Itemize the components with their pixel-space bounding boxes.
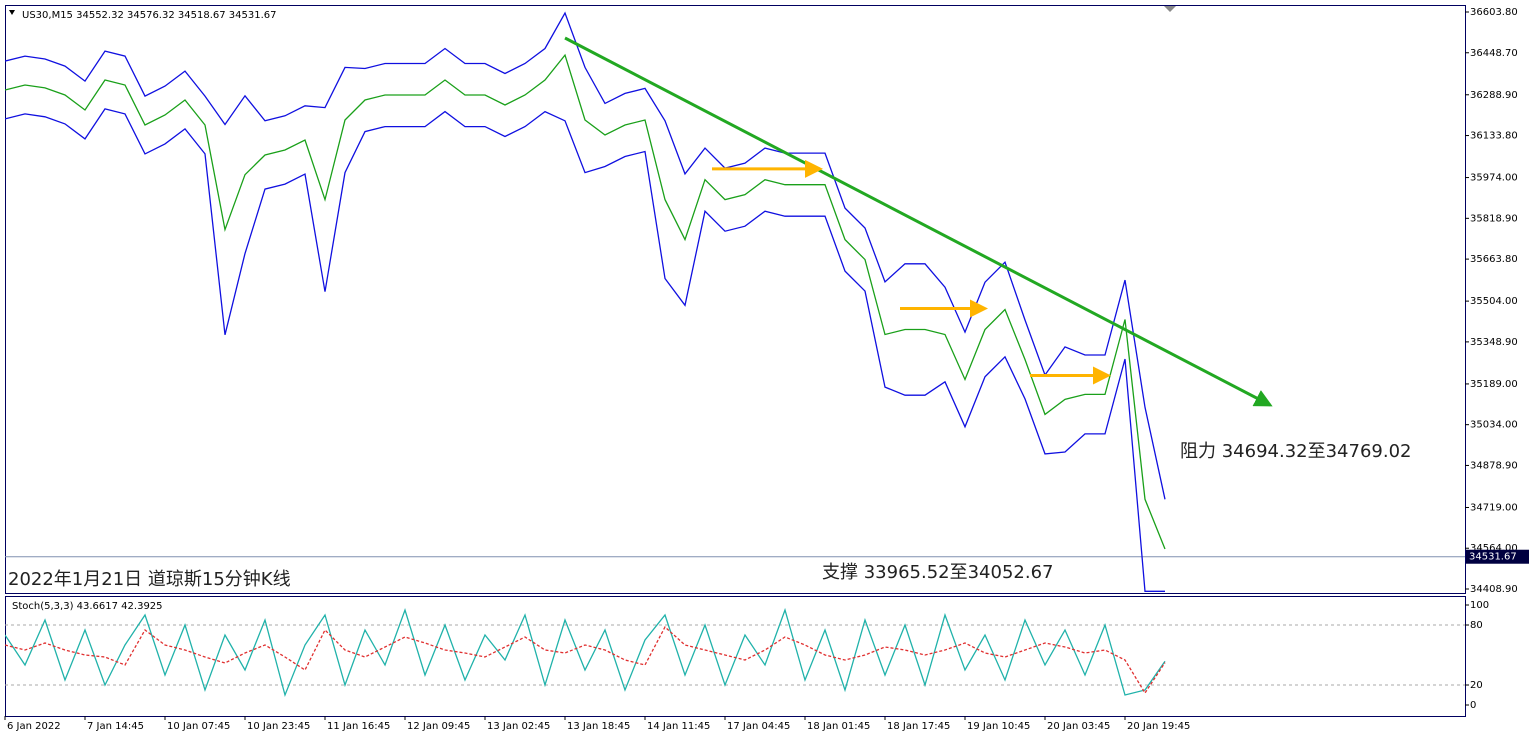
- y-tick-label: 100: [1470, 600, 1489, 611]
- x-tick-label: 7 Jan 14:45: [87, 721, 144, 732]
- y-tick-label: 36133.80: [1470, 131, 1518, 142]
- x-tick-label: 20 Jan 03:45: [1047, 721, 1110, 732]
- y-tick-label: 35189.00: [1470, 379, 1518, 390]
- last-price-label: 34531.67: [1469, 552, 1517, 563]
- last-price-box: [1466, 549, 1529, 564]
- x-tick-label: 18 Jan 17:45: [887, 721, 950, 732]
- x-tick-label: 14 Jan 11:45: [647, 721, 710, 732]
- y-tick-label: 34878.90: [1470, 460, 1518, 471]
- x-tick-label: 13 Jan 18:45: [567, 721, 630, 732]
- series-line: [5, 53, 1166, 550]
- x-tick-label: 12 Jan 09:45: [407, 721, 470, 732]
- series-line: [5, 108, 1165, 592]
- x-tick-label: 13 Jan 02:45: [487, 721, 550, 732]
- x-tick-label: 10 Jan 07:45: [167, 721, 230, 732]
- annotation: 2022年1月21日 道琼斯15分钟K线: [8, 569, 291, 590]
- annotation: 支撑 33965.52至34052.67: [822, 562, 1054, 583]
- header-marker: [9, 10, 15, 15]
- axes: 36603.80 36448.70 36288.90 36133.80 35974.00…: [4, 7, 1529, 732]
- x-tick-label: 10 Jan 23:45: [247, 721, 310, 732]
- x-tick-label: 20 Jan 19:45: [1127, 721, 1190, 732]
- stoch-header: Stoch(5,3,3) 43.6617 42.3925: [12, 601, 163, 612]
- y-tick-label: 35818.90: [1470, 213, 1518, 224]
- trendline: [564, 36, 1273, 407]
- annotation: 阻力 34694.32至34769.02: [1180, 441, 1412, 462]
- y-tick-label: 35504.00: [1470, 296, 1518, 307]
- x-tick-label: 17 Jan 04:45: [727, 721, 790, 732]
- y-tick-label: 80: [1470, 620, 1483, 631]
- x-tick-label: 11 Jan 16:45: [327, 721, 390, 732]
- y-tick-label: 35974.00: [1470, 173, 1518, 184]
- y-tick-label: 0: [1470, 700, 1476, 711]
- chart-header: US30,M15 34552.32 34576.32 34518.67 3453…: [22, 10, 277, 21]
- x-tick-label: 18 Jan 01:45: [807, 721, 870, 732]
- series-line: [5, 607, 1166, 698]
- series-line: [5, 625, 1166, 695]
- y-tick-label: 35663.80: [1470, 254, 1518, 265]
- y-tick-label: 20: [1470, 680, 1483, 691]
- x-tick-label: 6 Jan 2022: [7, 721, 61, 732]
- y-tick-label: 35034.00: [1470, 420, 1518, 431]
- y-tick-label: 36448.70: [1470, 48, 1518, 59]
- y-tick-label: 35348.90: [1470, 337, 1518, 348]
- y-tick-label: 36603.80: [1470, 7, 1518, 18]
- y-tick-label: 34564.00: [1470, 543, 1518, 554]
- y-tick-label: 34408.90: [1470, 584, 1518, 595]
- x-tick-label: 19 Jan 10:45: [967, 721, 1030, 732]
- price-panel: [5, 5, 1466, 594]
- stoch-panel: [5, 596, 1466, 717]
- shift-marker: [1164, 6, 1176, 12]
- stoch-plot: [5, 607, 1465, 698]
- y-tick-label: 34719.00: [1470, 502, 1518, 513]
- y-tick-label: 36288.90: [1470, 90, 1518, 101]
- price-plot: [5, 11, 1465, 592]
